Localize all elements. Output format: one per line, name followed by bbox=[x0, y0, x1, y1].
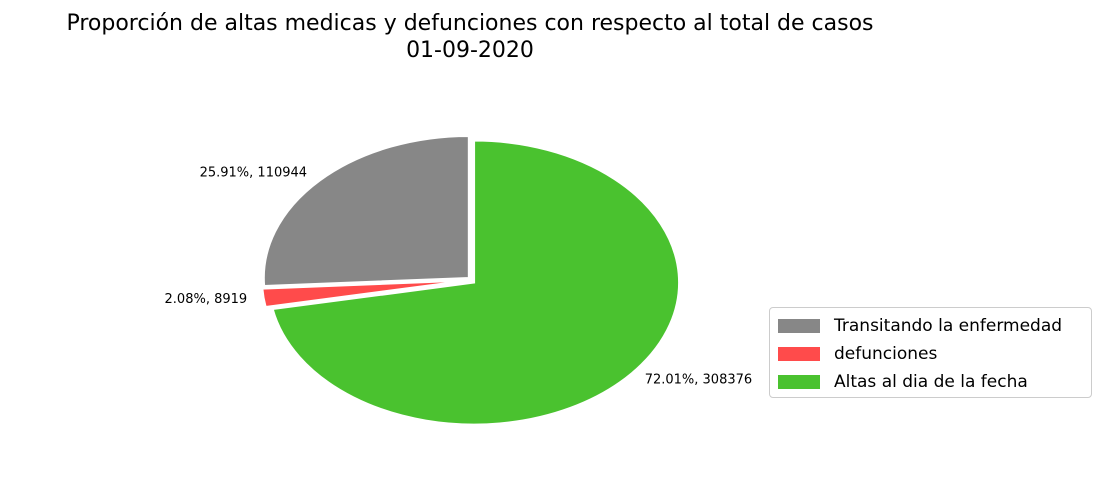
pie-slice-altas bbox=[271, 139, 681, 426]
legend-item-altas: Altas al dia de la fecha bbox=[778, 368, 1083, 396]
legend-item-defunciones: defunciones bbox=[778, 340, 1083, 368]
chart-title: Proporción de altas medicas y defuncione… bbox=[66, 11, 874, 36]
legend-item-transitando: Transitando la enfermedad bbox=[778, 312, 1083, 340]
pie-label-transitando: 25.91%, 110944 bbox=[200, 166, 307, 181]
pie-label-defunciones: 2.08%, 8919 bbox=[165, 292, 248, 307]
legend-label-transitando: Transitando la enfermedad bbox=[834, 316, 1063, 336]
legend-swatch-altas bbox=[778, 375, 820, 389]
legend-label-altas: Altas al dia de la fecha bbox=[834, 372, 1028, 392]
chart-subtitle-date: 01-09-2020 bbox=[406, 38, 534, 63]
legend-swatch-defunciones bbox=[778, 347, 820, 361]
legend-swatch-transitando bbox=[778, 319, 820, 333]
legend: Transitando la enfermedad defunciones Al… bbox=[769, 307, 1092, 398]
legend-label-defunciones: defunciones bbox=[834, 344, 938, 364]
pie-slice-defunciones bbox=[261, 279, 468, 309]
pie-label-altas: 72.01%, 308376 bbox=[645, 373, 752, 388]
pie-slice-transitando bbox=[262, 134, 470, 288]
